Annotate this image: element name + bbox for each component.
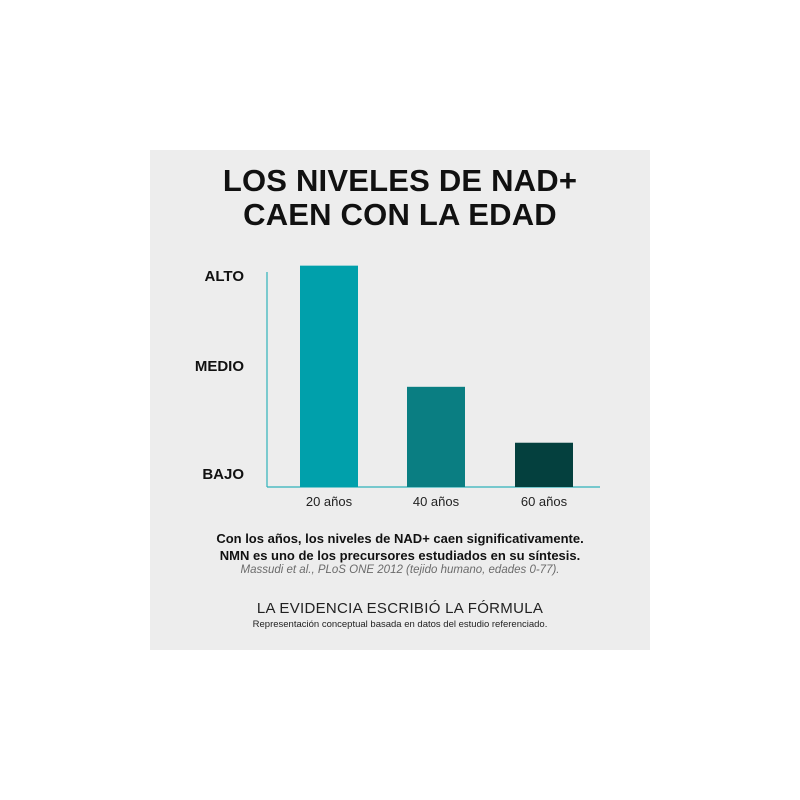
footnote: Representación conceptual basada en dato…	[252, 619, 548, 630]
y-level-label-bajo: BAJO	[202, 466, 244, 483]
x-tick-label-2: 40 años	[413, 494, 460, 509]
x-tick-label-3: 60 años	[521, 494, 568, 509]
caption-line-1: Con los años, los niveles de NAD+ caen s…	[216, 531, 584, 546]
bar-1	[300, 265, 358, 487]
caption-main: Con los años, los niveles de NAD+ caen s…	[150, 530, 650, 564]
bar-2	[407, 386, 465, 487]
citation: Massudi et al., PLoS ONE 2012 (tejido hu…	[240, 564, 560, 576]
infographic-card: LOS NIVELES DE NAD+ CAEN CON LA EDAD ALT…	[150, 150, 650, 650]
bar-chart: ALTO MEDIO BAJO 20 años 40 años 60 años	[195, 265, 600, 509]
chart-title-line-1: LOS NIVELES DE NAD+	[222, 163, 578, 198]
chart-title: LOS NIVELES DE NAD+ CAEN CON LA EDAD	[150, 164, 650, 232]
tagline: LA EVIDENCIA ESCRIBIÓ LA FÓRMULA	[256, 600, 544, 617]
y-level-label-medio: MEDIO	[195, 358, 245, 375]
y-level-label-alto: ALTO	[205, 268, 245, 285]
x-tick-label-1: 20 años	[306, 494, 353, 509]
caption-line-2: NMN es uno de los precursores estudiados…	[219, 548, 581, 563]
bar-3	[515, 442, 573, 487]
chart-title-line-2: CAEN CON LA EDAD	[243, 197, 557, 232]
